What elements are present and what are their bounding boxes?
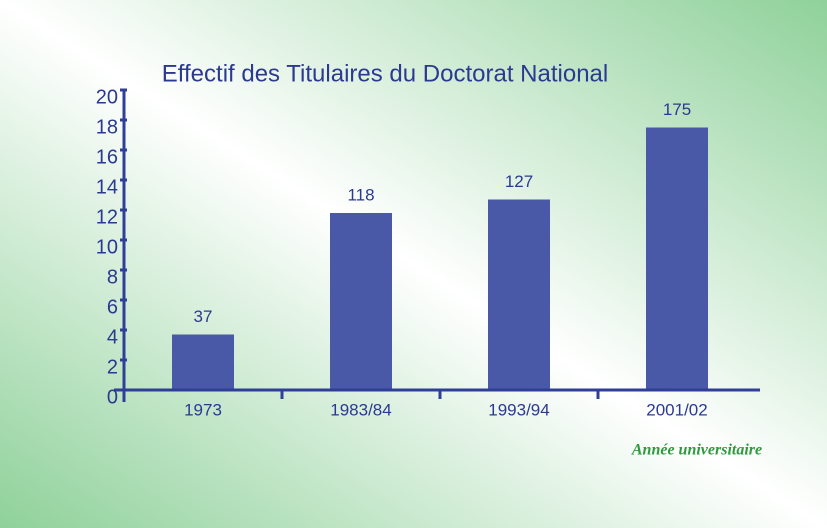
y-tick-label: 12 [96,206,118,228]
x-axis-label: Année universitaire [631,442,762,459]
x-tick-label: 2001/02 [646,400,707,419]
bar [330,213,392,390]
y-tick-label: 16 [96,146,118,168]
y-tick-label: 0 [107,386,118,408]
y-tick-label: 14 [96,176,118,198]
chart-title: Effectif des Titulaires du Doctorat Nati… [162,60,608,87]
y-tick-label: 8 [107,266,118,288]
x-tick-label: 1993/94 [488,400,549,419]
y-tick-label: 18 [96,116,118,138]
value-label: 127 [505,172,533,191]
value-label: 37 [194,307,213,326]
bar [172,334,234,390]
value-label: 118 [347,185,374,204]
y-tick-label: 6 [107,296,118,318]
bar [646,127,708,390]
x-tick-label: 1983/84 [330,400,391,419]
x-tick-label: 1973 [184,400,222,419]
y-tick-label: 20 [96,86,118,108]
value-label: 175 [663,100,691,119]
y-tick-label: 4 [107,326,118,348]
y-tick-label: 2 [107,356,118,378]
y-tick-label: 10 [96,236,118,258]
bar [488,199,550,390]
